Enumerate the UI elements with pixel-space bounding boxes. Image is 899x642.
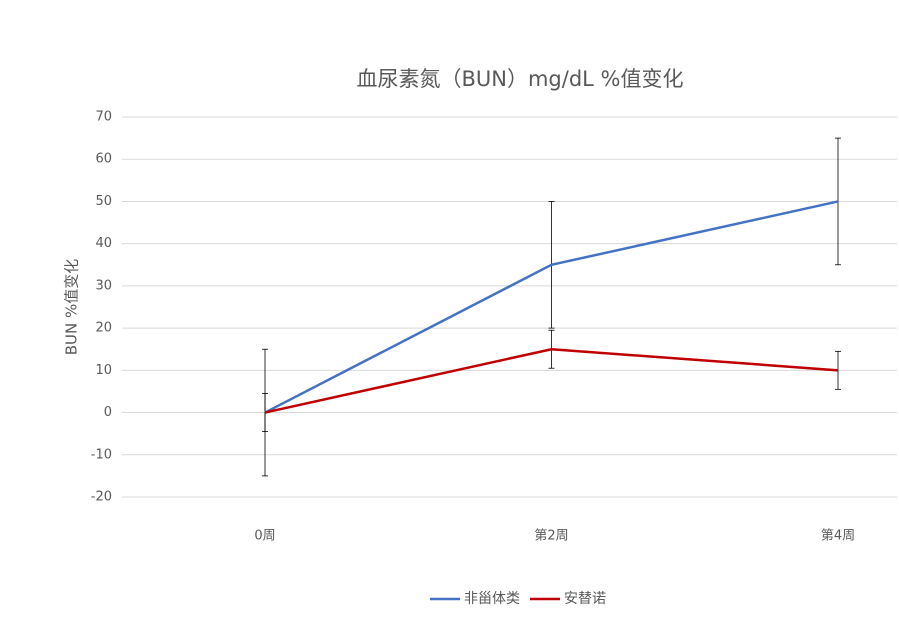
- y-tick-label: 70: [95, 110, 112, 125]
- x-tick-label: 0周: [254, 529, 275, 544]
- y-tick-label: 40: [95, 236, 112, 251]
- y-tick-label: 60: [95, 152, 112, 167]
- series-line: [264, 200, 839, 414]
- y-tick-label: -10: [91, 447, 112, 462]
- legend-label: 安替诺: [564, 591, 606, 607]
- y-axis-label: BUN %值变化: [63, 259, 81, 356]
- chart-title: 血尿素氮（BUN）mg/dL %值变化: [356, 67, 683, 91]
- y-tick-label: 50: [95, 194, 112, 209]
- y-tick-label: 20: [95, 321, 112, 336]
- legend-label: 非甾体类: [464, 591, 520, 607]
- y-tick-label: -20: [91, 490, 112, 505]
- y-tick-label: 0: [104, 405, 112, 420]
- y-tick-label: 10: [95, 363, 112, 378]
- y-tick-label: 30: [95, 278, 112, 293]
- series-line: [264, 347, 839, 414]
- x-tick-label: 第2周: [534, 529, 568, 544]
- x-tick-label: 第4周: [821, 529, 855, 544]
